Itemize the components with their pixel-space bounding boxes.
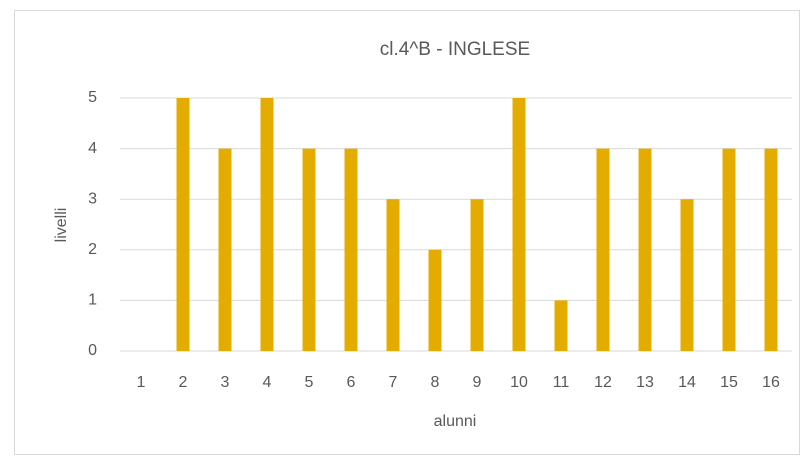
- x-tick-label: 13: [636, 374, 654, 391]
- bar: [260, 98, 274, 351]
- bar: [176, 98, 190, 351]
- bar: [638, 148, 652, 351]
- bar: [428, 249, 442, 351]
- y-axis-label: livelli: [53, 208, 70, 243]
- x-tick-label: 4: [263, 374, 272, 391]
- x-tick-label: 3: [221, 374, 230, 391]
- bar: [764, 148, 778, 351]
- bar: [470, 199, 484, 351]
- chart-title: cl.4^B - INGLESE: [380, 39, 530, 60]
- bar: [554, 300, 568, 351]
- x-tick-label: 2: [179, 374, 188, 391]
- chart-border: [14, 10, 800, 455]
- x-tick-label: 8: [431, 374, 440, 391]
- x-tick-label: 16: [762, 374, 780, 391]
- bar: [344, 148, 358, 351]
- x-axis-label: alunni: [434, 413, 477, 430]
- bar: [302, 148, 316, 351]
- y-tick-label: 2: [88, 241, 97, 258]
- x-tick-label: 6: [347, 374, 356, 391]
- bar: [218, 148, 232, 351]
- y-tick-label: 4: [88, 140, 97, 157]
- x-tick-label: 7: [389, 374, 398, 391]
- x-tick-label: 12: [594, 374, 612, 391]
- y-tick-label: 0: [88, 342, 97, 359]
- x-tick-label: 10: [510, 374, 528, 391]
- bar: [386, 199, 400, 351]
- x-tick-label: 1: [137, 374, 146, 391]
- bar: [512, 98, 526, 351]
- x-tick-label: 14: [678, 374, 696, 391]
- bar: [722, 148, 736, 351]
- bar: [680, 199, 694, 351]
- bar: [596, 148, 610, 351]
- y-tick-label: 1: [88, 292, 97, 309]
- x-tick-label: 5: [305, 374, 314, 391]
- y-tick-label: 3: [88, 190, 97, 207]
- x-tick-label: 11: [553, 374, 570, 391]
- x-tick-label: 9: [473, 374, 482, 391]
- x-tick-label: 15: [720, 374, 738, 391]
- y-tick-label: 5: [88, 89, 97, 106]
